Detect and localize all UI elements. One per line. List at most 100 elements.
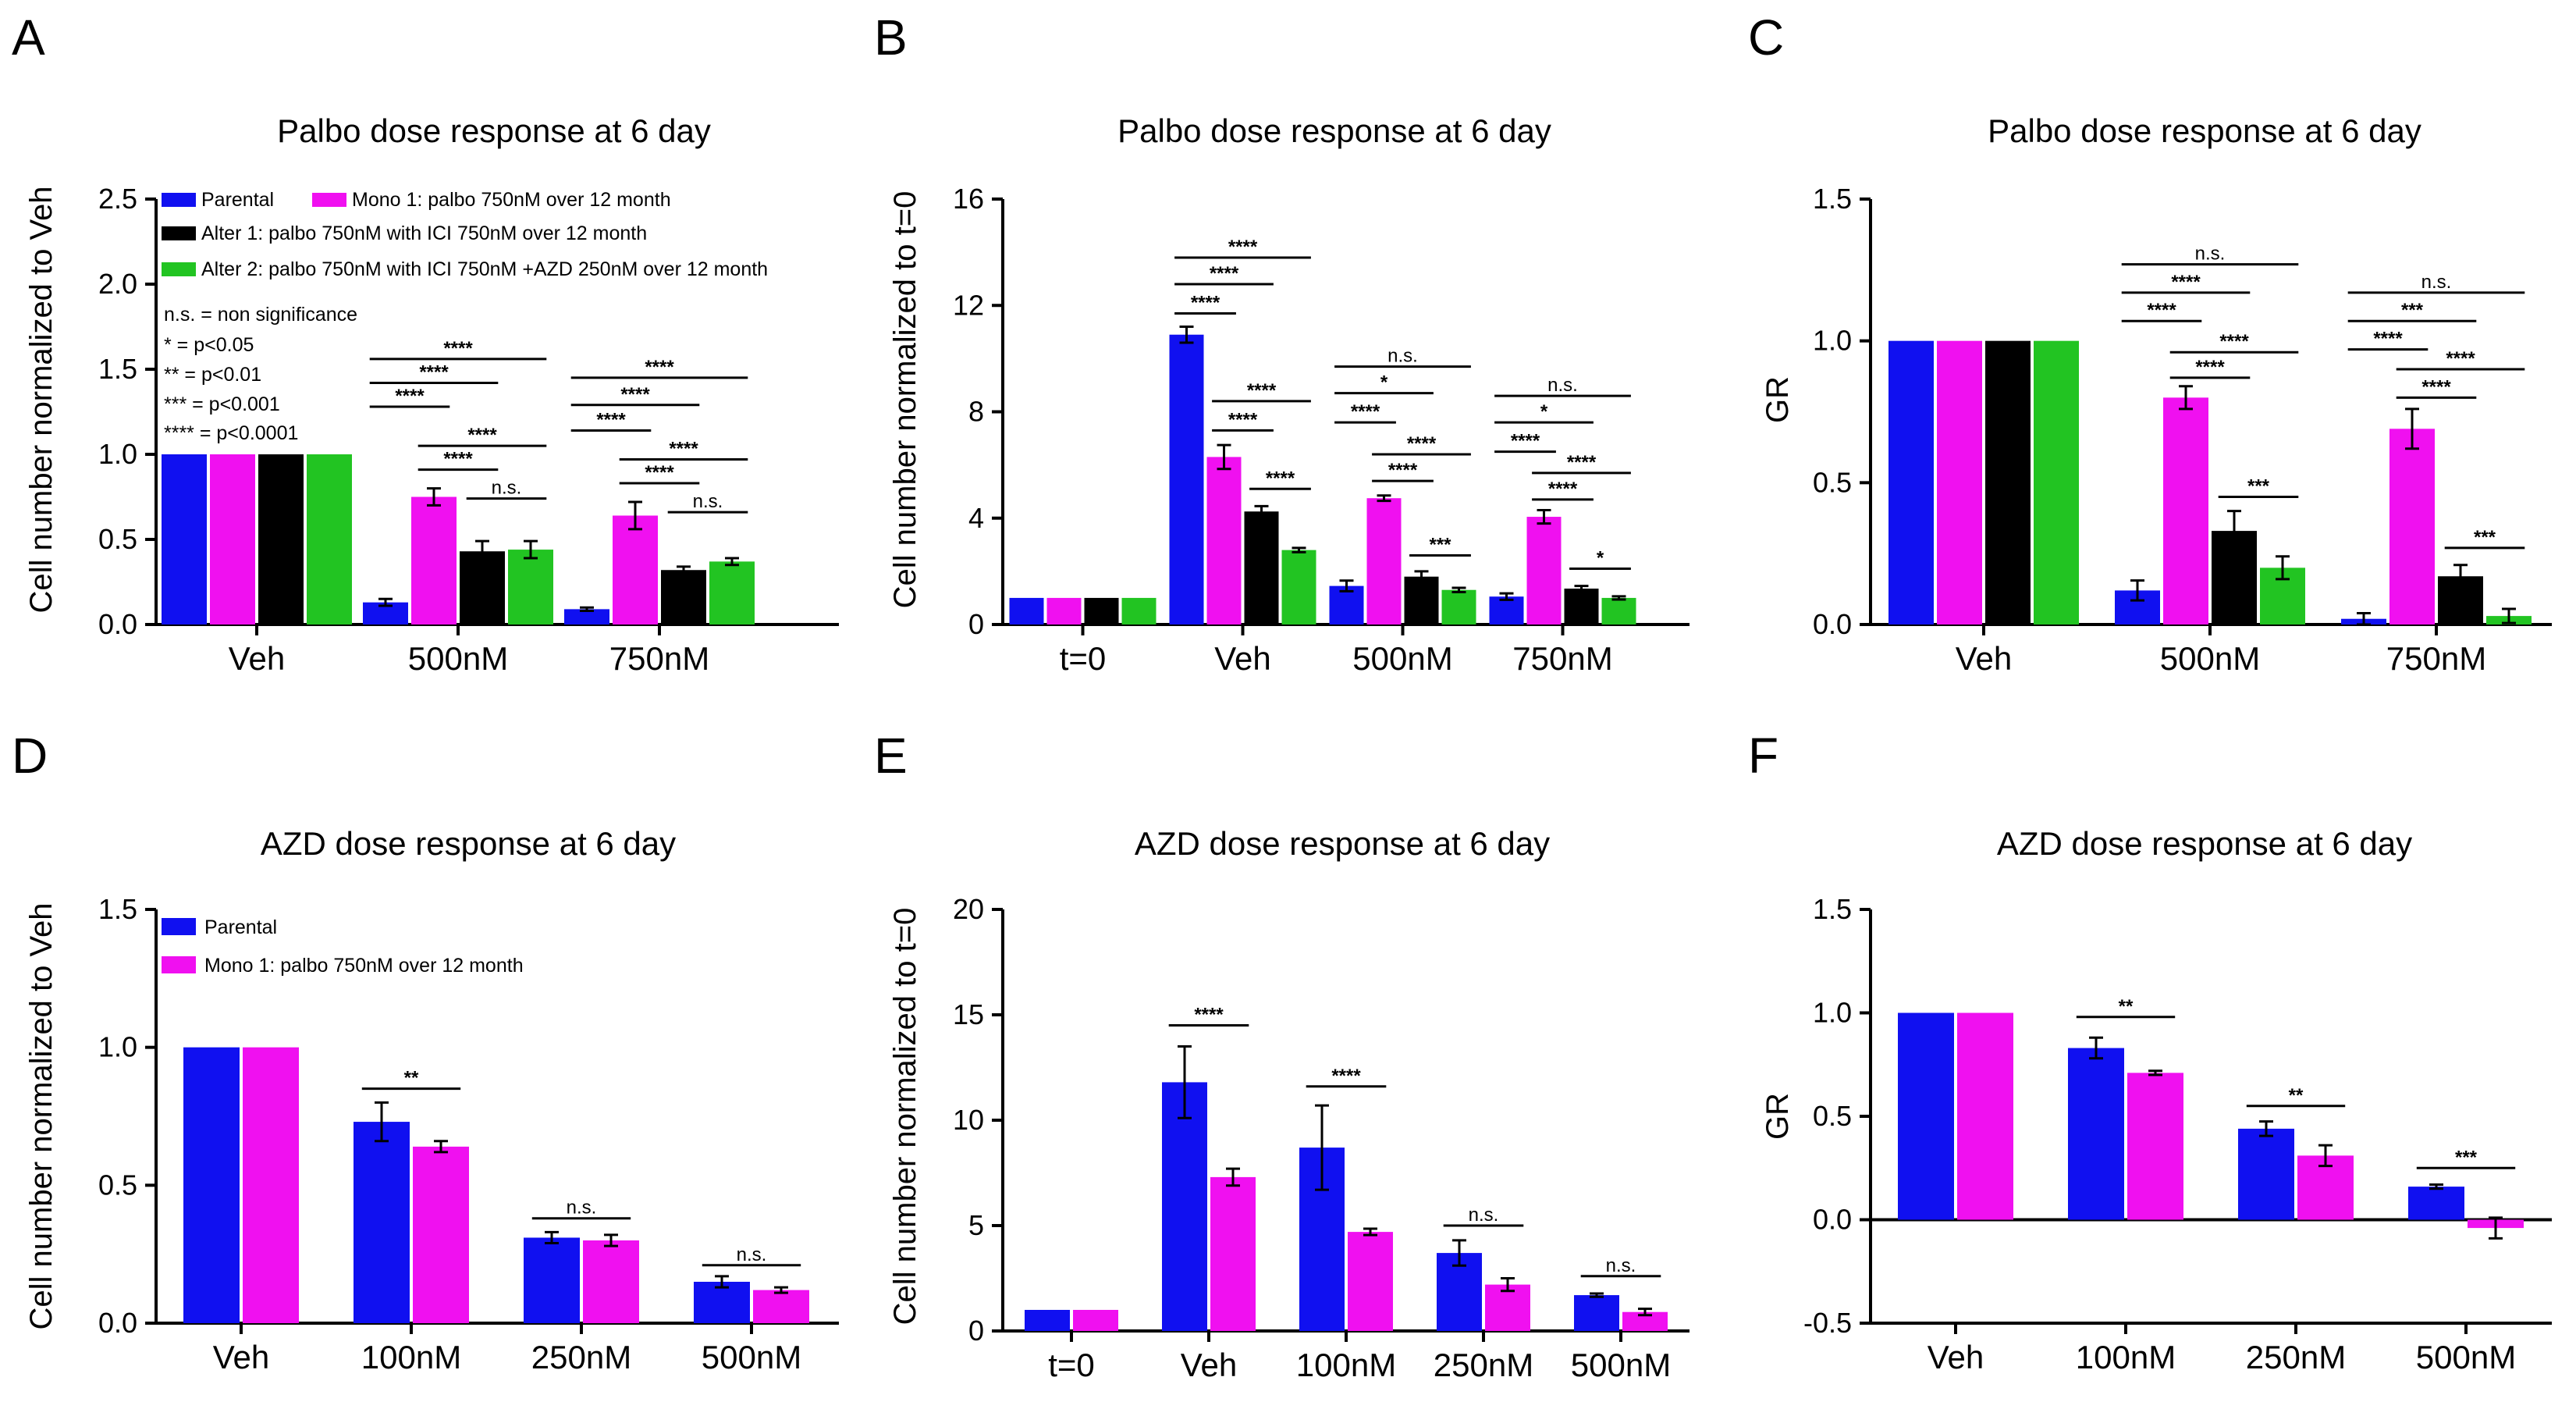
bar bbox=[1404, 576, 1439, 624]
bar bbox=[1366, 498, 1402, 624]
bar bbox=[354, 1122, 410, 1323]
bar bbox=[564, 609, 609, 624]
significance-label: **** bbox=[2446, 348, 2475, 369]
y-tick-label: 0 bbox=[968, 608, 984, 640]
panel-d-title: AZD dose response at 6 day bbox=[261, 825, 676, 862]
significance-label: n.s. bbox=[1547, 375, 1578, 396]
significance-label: **** bbox=[645, 357, 674, 378]
significance-label: **** bbox=[1228, 237, 1258, 258]
bar bbox=[1169, 334, 1204, 624]
significance-label: **** bbox=[1331, 1066, 1361, 1087]
legend-swatch-parental bbox=[162, 193, 196, 207]
x-tick-label: Veh bbox=[1214, 640, 1270, 677]
panel-c-title: Palbo dose response at 6 day bbox=[1988, 112, 2421, 149]
significance-label: **** bbox=[1266, 468, 1295, 489]
y-tick-label: 12 bbox=[953, 289, 984, 321]
x-tick-label: 500nM bbox=[2416, 1339, 2516, 1375]
significance-label: **** bbox=[596, 409, 626, 430]
panel-letter-c: C bbox=[1748, 9, 1784, 66]
panel-letter-d: D bbox=[12, 728, 48, 784]
panel-c-ylabel: GR bbox=[1761, 376, 1795, 423]
bar bbox=[1574, 1295, 1619, 1331]
bar bbox=[2127, 1073, 2183, 1220]
significance-label: *** bbox=[2474, 527, 2496, 548]
legend-label-parental-d: Parental bbox=[204, 916, 277, 938]
significance-label: **** bbox=[1548, 479, 1578, 500]
x-tick-label: 500nM bbox=[702, 1339, 801, 1375]
bar bbox=[661, 570, 706, 624]
y-tick-label: 5 bbox=[968, 1209, 984, 1241]
significance-label: **** bbox=[645, 462, 674, 483]
significance-label: * bbox=[1540, 401, 1548, 422]
significance-label: *** bbox=[2401, 300, 2424, 321]
y-tick-label: 0.5 bbox=[98, 523, 137, 555]
significance-label: n.s. bbox=[737, 1244, 767, 1265]
significance-label: *** bbox=[2247, 476, 2270, 497]
x-tick-label: Veh bbox=[1181, 1347, 1237, 1383]
significance-label: n.s. bbox=[1606, 1255, 1636, 1276]
legend-label-mono1: Mono 1: palbo 750nM over 12 month bbox=[352, 189, 671, 211]
panel-letter-e: E bbox=[874, 728, 908, 784]
x-tick-label: 500nM bbox=[1571, 1347, 1671, 1383]
significance-label: n.s. bbox=[693, 491, 723, 512]
bar bbox=[1985, 340, 2031, 624]
bar bbox=[1210, 1176, 1256, 1331]
legend-swatch-alter2 bbox=[162, 262, 196, 276]
bar bbox=[183, 1047, 240, 1323]
x-tick-label: t=0 bbox=[1048, 1347, 1095, 1383]
significance-label: **** bbox=[2171, 272, 2201, 293]
y-tick-label: 1.0 bbox=[98, 1031, 137, 1063]
significance-label: *** bbox=[2455, 1147, 2478, 1168]
y-tick-label: 1.5 bbox=[98, 893, 137, 925]
panel-d-plot: 0.0 0.5 1.0 1.5 Veh 100nM 250nM 500nM ** n.s. n.s. bbox=[98, 893, 839, 1375]
y-tick-label: -0.5 bbox=[1803, 1307, 1852, 1339]
panel-letter-f: F bbox=[1748, 728, 1778, 784]
significance-label: **** bbox=[1388, 460, 1418, 481]
legend-label-alter1: Alter 1: palbo 750nM with ICI 750nM over… bbox=[201, 222, 647, 244]
bar bbox=[1348, 1232, 1393, 1331]
significance-label: *** bbox=[1429, 534, 1451, 555]
bar bbox=[307, 454, 352, 624]
bar bbox=[1441, 589, 1476, 624]
x-tick-label: Veh bbox=[229, 640, 285, 677]
significance-label: * bbox=[1597, 547, 1604, 568]
bar bbox=[694, 1282, 750, 1323]
panel-d-ylabel: Cell number normalized to Veh bbox=[24, 903, 59, 1330]
legend-swatch-mono1 bbox=[312, 193, 346, 207]
significance-label: n.s. bbox=[2195, 244, 2226, 265]
x-tick-label: 250nM bbox=[531, 1339, 631, 1375]
x-tick-label: Veh bbox=[1928, 1339, 1984, 1375]
y-tick-label: 1.5 bbox=[1813, 183, 1852, 215]
bar bbox=[2408, 1187, 2464, 1220]
bar bbox=[753, 1290, 809, 1323]
legend-swatch-alter1 bbox=[162, 226, 196, 240]
bar bbox=[2238, 1128, 2294, 1220]
bar bbox=[1206, 457, 1242, 624]
y-tick-label: 2.5 bbox=[98, 183, 137, 215]
y-tick-label: 1.0 bbox=[1813, 325, 1852, 357]
bar bbox=[2163, 397, 2208, 624]
significance-label: n.s. bbox=[492, 478, 522, 499]
y-tick-label: 1.5 bbox=[1813, 893, 1852, 925]
bar bbox=[1489, 596, 1524, 624]
panel-f-title: AZD dose response at 6 day bbox=[1997, 825, 2412, 862]
bar bbox=[1244, 511, 1279, 624]
y-tick-label: 0 bbox=[968, 1315, 984, 1347]
bar bbox=[1046, 597, 1082, 624]
bar bbox=[1564, 589, 1599, 624]
bar bbox=[1025, 1310, 1070, 1331]
x-tick-label: 100nM bbox=[2076, 1339, 2176, 1375]
x-tick-label: Veh bbox=[213, 1339, 269, 1375]
panel-letter-a: A bbox=[12, 9, 45, 66]
panel-letter-b: B bbox=[874, 9, 908, 66]
bar bbox=[2389, 429, 2435, 624]
y-tick-label: 20 bbox=[953, 893, 984, 925]
x-tick-label: 100nM bbox=[1296, 1347, 1396, 1383]
y-tick-label: 0.0 bbox=[1813, 608, 1852, 640]
significance-label: **** bbox=[443, 449, 473, 470]
bar bbox=[413, 1146, 469, 1323]
significance-label: **** bbox=[1567, 452, 1597, 473]
